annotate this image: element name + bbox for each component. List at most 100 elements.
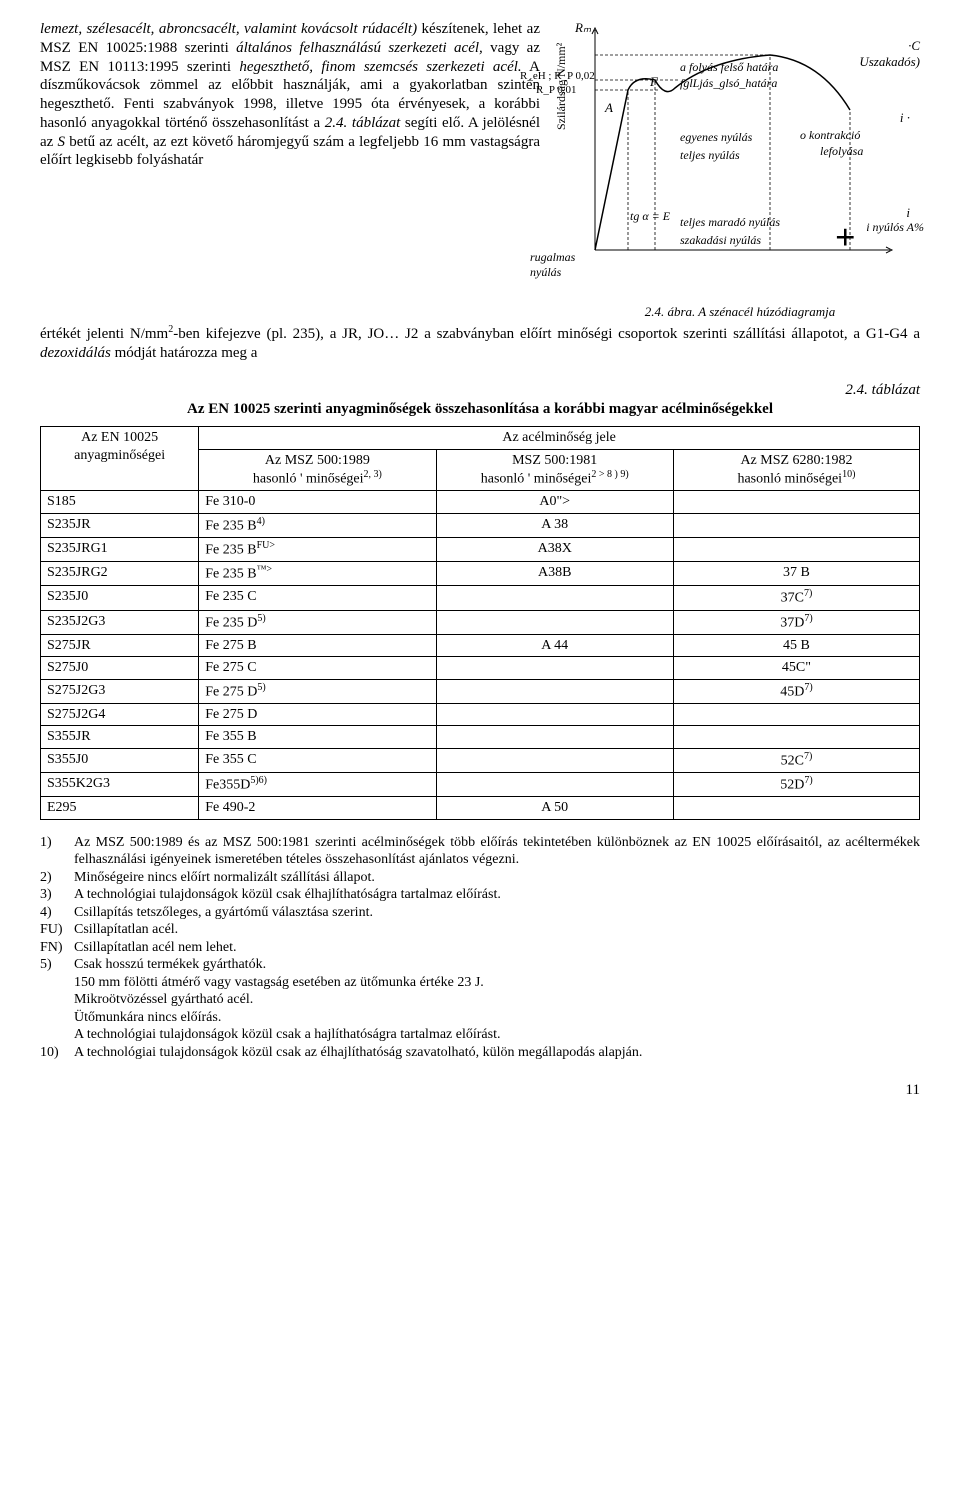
body-paragraph-2: értékét jelenti N/mm2-ben kifejezve (pl.… [40, 324, 920, 363]
svg-text:tg α = E: tg α = E [630, 209, 671, 223]
body-paragraph: lemezt, szélesacélt, abroncsacélt, valam… [40, 20, 540, 320]
col-group-header: Az acélminőség jele [199, 427, 920, 450]
label-yaxis: Szilárdság N/mm² [554, 43, 569, 130]
col-header: hasonló minőségei [737, 472, 842, 487]
table-row: S275J2G4Fe 275 D [41, 703, 920, 726]
table-cell: 37 B [673, 562, 919, 586]
footnote-number [40, 974, 74, 992]
footnote-number: 3) [40, 886, 74, 904]
table-cell: A38B [436, 562, 673, 586]
table-cell [436, 610, 673, 634]
table-cell: 37D7) [673, 610, 919, 634]
table-cell: A38X [436, 538, 673, 562]
table-row: S355K2G3Fe355D5)6)52D7) [41, 773, 920, 797]
footnote-text: Az MSZ 500:1989 és az MSZ 500:1981 szeri… [74, 834, 920, 869]
text: S [58, 134, 66, 150]
table-cell: 45D7) [673, 679, 919, 703]
table-row: S355J0Fe 355 C 52C7) [41, 748, 920, 772]
col-header: Az MSZ 6280:1982 [740, 453, 852, 468]
table-cell [436, 586, 673, 610]
text: lemezt, szélesacélt, abroncsacélt, [40, 21, 244, 37]
text: általános felhasználású szerkezeti acél, [236, 40, 483, 56]
table-cell: Fe 235 C [199, 586, 436, 610]
footnote: 150 mm fölötti átmérő vagy vastagság ese… [40, 974, 920, 992]
table-row: S275J2G3Fe 275 D5)45D7) [41, 679, 920, 703]
footnote: FN)Csillapítatlan acél nem lehet. [40, 939, 920, 957]
col-header: anyagminőségei [74, 448, 165, 463]
footnote-text: Ütőmunkára nincs előírás. [74, 1009, 920, 1027]
footnote-number: 10) [40, 1044, 74, 1062]
label-marado: teljes maradó nyúlás [680, 215, 780, 230]
text: betű az acélt, az ezt követő háromjegyű … [40, 134, 540, 169]
page-number: 11 [40, 1081, 920, 1100]
table-cell [436, 726, 673, 749]
footnote-text: Csillapítatlan acél nem lehet. [74, 939, 920, 957]
table-cell [436, 703, 673, 726]
table-row: S235J2G3Fe 235 D5)37D7) [41, 610, 920, 634]
table-row: S235JRG2Fe 235 B™>A38B37 B [41, 562, 920, 586]
table-cell: S235J0 [41, 586, 199, 610]
text: értékét jelenti N/mm [40, 326, 168, 342]
table-cell [673, 726, 919, 749]
table-cell: A0"> [436, 491, 673, 514]
label-kontrakcio: o kontrakció [800, 128, 860, 143]
label-alsohat: fglLjás_glsó_határa [680, 76, 777, 91]
footnote-text: A technológiai tulajdonságok közül csak … [74, 1044, 920, 1062]
footnote: 3)A technológiai tulajdonságok közül csa… [40, 886, 920, 904]
table-row: S275JRFe 275 BA 4445 B [41, 634, 920, 657]
text: valamint kovácsolt rúdacélt) [244, 21, 417, 37]
footnote: A technológiai tulajdonságok közül csak … [40, 1026, 920, 1044]
text: hegeszthető, finom szemcsés szerkezeti a… [239, 59, 521, 75]
footnote-text: A technológiai tulajdonságok közül csak … [74, 1026, 920, 1044]
footnote: 1)Az MSZ 500:1989 és az MSZ 500:1981 sze… [40, 834, 920, 869]
col-header: MSZ 500:1981 [512, 453, 597, 468]
table-cell: 52C7) [673, 748, 919, 772]
table-cell: S355J0 [41, 748, 199, 772]
label-egyenes: egyenes nyúlás [680, 130, 752, 145]
table-cell [673, 703, 919, 726]
table-cell: 45 B [673, 634, 919, 657]
footnote-text: Csak hosszú termékek gyárthatók. [74, 956, 920, 974]
label-uszak: Uszakadós) [859, 54, 920, 70]
table-cell [436, 657, 673, 680]
table-cell: Fe 235 B4) [199, 513, 436, 537]
table-row: S355JRFe 355 B [41, 726, 920, 749]
table-row: S185Fe 310-0A0"> [41, 491, 920, 514]
table-row: E295Fe 490-2A 50 [41, 797, 920, 820]
footnote: Mikroötvözéssel gyártható acél. [40, 991, 920, 1009]
footnote: 5)Csak hosszú termékek gyárthatók. [40, 956, 920, 974]
label-rm: Rₘ [575, 20, 591, 36]
footnote-number: FU) [40, 921, 74, 939]
text: 2.4. táblázat [325, 115, 400, 131]
label-f: F [650, 74, 658, 90]
label-i3: i nyúlós A% [866, 220, 924, 235]
table-cell [436, 773, 673, 797]
footnote-text: Minőségeire nincs előírt normalizált szá… [74, 869, 920, 887]
text: dezoxidálás [40, 345, 111, 361]
label-i2: i [906, 205, 910, 221]
table-cell: Fe 490-2 [199, 797, 436, 820]
col-header: hasonló ' minőségei [481, 472, 592, 487]
table-cell: S185 [41, 491, 199, 514]
table-cell: Fe 275 D [199, 703, 436, 726]
table-cell: S355JR [41, 726, 199, 749]
footnote: FU)Csillapítatlan acél. [40, 921, 920, 939]
footnote-number: 2) [40, 869, 74, 887]
table-cell [436, 748, 673, 772]
footnote: 2)Minőségeire nincs előírt normalizált s… [40, 869, 920, 887]
table-cell: S275JR [41, 634, 199, 657]
sup: 10) [842, 469, 855, 480]
stress-strain-figure: tg α = E Rₘ R_eH ; R_P 0,02 R_P 0,01 F A… [560, 20, 920, 320]
label-rugalmas: rugalmas nyúlás [530, 250, 590, 280]
table-cell: A 38 [436, 513, 673, 537]
table-cell: A 44 [436, 634, 673, 657]
table-cell: Fe 275 C [199, 657, 436, 680]
sup: 2 > 8 ) 9) [591, 469, 628, 480]
table-cell: Fe 235 D5) [199, 610, 436, 634]
table-cell [673, 797, 919, 820]
table-cell [673, 538, 919, 562]
footnote-number: 4) [40, 904, 74, 922]
table-cell: Fe 355 C [199, 748, 436, 772]
footnote-text: 150 mm fölötti átmérő vagy vastagság ese… [74, 974, 920, 992]
footnote-number [40, 1009, 74, 1027]
